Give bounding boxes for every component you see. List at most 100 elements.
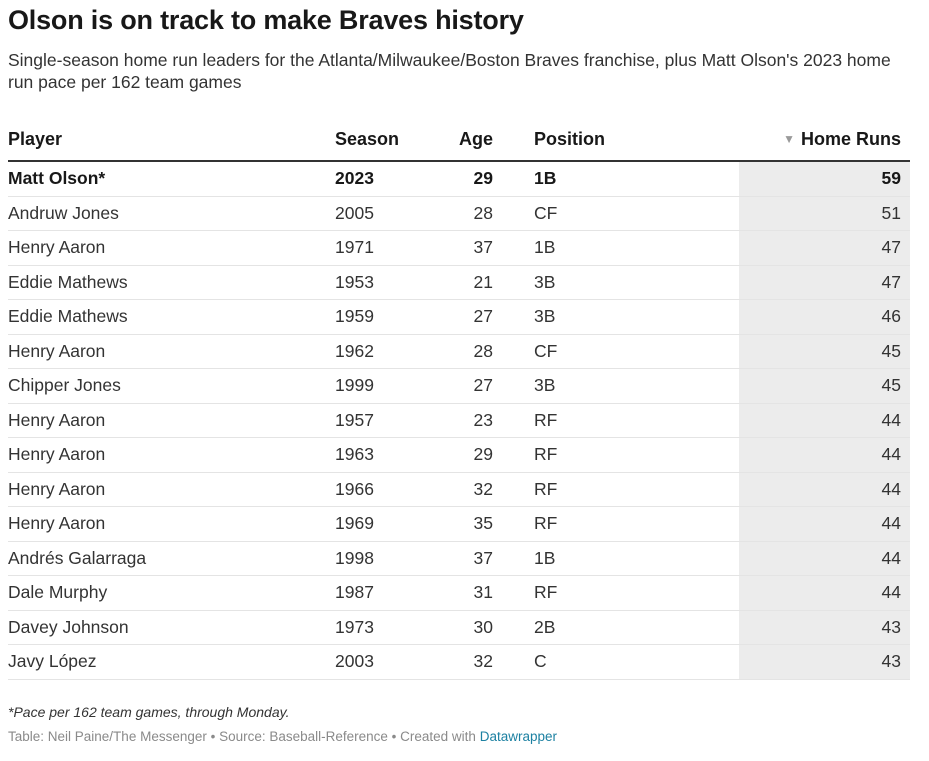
table-row: Henry Aaron 1966 32 RF 44 — [8, 472, 910, 507]
cell-age: 29 — [435, 437, 510, 473]
cell-season: 1966 — [335, 472, 435, 507]
cell-season: 1973 — [335, 610, 435, 645]
cell-age: 30 — [435, 610, 510, 645]
cell-season: 1971 — [335, 230, 435, 266]
table-row: Dale Murphy 1987 31 RF 44 — [8, 575, 910, 611]
cell-age: 37 — [435, 230, 510, 266]
table-row: Javy López 2003 32 C 43 — [8, 644, 910, 680]
cell-position: 3B — [510, 368, 739, 404]
cell-position: CF — [510, 334, 739, 369]
cell-player: Henry Aaron — [8, 403, 335, 438]
cell-player: Henry Aaron — [8, 230, 335, 266]
cell-player: Henry Aaron — [8, 437, 335, 473]
cell-age: 32 — [435, 472, 510, 507]
cell-age: 28 — [435, 196, 510, 231]
table-row: Eddie Mathews 1959 27 3B 46 — [8, 299, 910, 335]
cell-position: 2B — [510, 610, 739, 645]
cell-position: 3B — [510, 299, 739, 335]
table-row: Henry Aaron 1971 37 1B 47 — [8, 230, 910, 266]
cell-player: Dale Murphy — [8, 575, 335, 611]
table-row: Henry Aaron 1957 23 RF 44 — [8, 403, 910, 438]
column-header-position[interactable]: Position — [510, 118, 739, 162]
cell-position: 3B — [510, 265, 739, 300]
cell-player: Henry Aaron — [8, 334, 335, 369]
cell-position: RF — [510, 575, 739, 611]
cell-home-runs: 44 — [739, 575, 910, 611]
cell-season: 2023 — [335, 161, 435, 197]
cell-season: 1953 — [335, 265, 435, 300]
table-row: Henry Aaron 1963 29 RF 44 — [8, 437, 910, 473]
cell-home-runs: 45 — [739, 368, 910, 404]
cell-season: 1962 — [335, 334, 435, 369]
cell-season: 2003 — [335, 644, 435, 680]
cell-player: Matt Olson* — [8, 161, 335, 197]
cell-position: 1B — [510, 161, 739, 197]
cell-season: 2005 — [335, 196, 435, 231]
cell-home-runs: 44 — [739, 472, 910, 507]
cell-player: Henry Aaron — [8, 472, 335, 507]
column-header-age[interactable]: Age — [435, 118, 510, 162]
cell-player: Chipper Jones — [8, 368, 335, 404]
cell-season: 1998 — [335, 541, 435, 576]
table-row: Chipper Jones 1999 27 3B 45 — [8, 368, 910, 404]
cell-player: Eddie Mathews — [8, 265, 335, 300]
source-text: Table: Neil Paine/The Messenger • Source… — [8, 729, 480, 744]
table-row: Henry Aaron 1969 35 RF 44 — [8, 506, 910, 542]
footnote: *Pace per 162 team games, through Monday… — [8, 704, 290, 720]
table-header-row: Player Season Age Position ▼ Home Runs — [8, 118, 910, 162]
cell-player: Davey Johnson — [8, 610, 335, 645]
cell-home-runs: 43 — [739, 644, 910, 680]
cell-home-runs: 47 — [739, 265, 910, 300]
cell-age: 35 — [435, 506, 510, 542]
table-body: Matt Olson* 2023 29 1B 59 Andruw Jones 2005 28 C… — [8, 161, 910, 680]
cell-season: 1963 — [335, 437, 435, 473]
cell-home-runs: 46 — [739, 299, 910, 335]
cell-home-runs: 51 — [739, 196, 910, 231]
cell-season: 1959 — [335, 299, 435, 335]
chart-subtitle: Single-season home run leaders for the A… — [8, 50, 891, 92]
cell-season: 1969 — [335, 506, 435, 542]
cell-season: 1987 — [335, 575, 435, 611]
cell-age: 31 — [435, 575, 510, 611]
table-row: Matt Olson* 2023 29 1B 59 — [8, 161, 910, 197]
datawrapper-link[interactable]: Datawrapper — [479, 729, 557, 744]
column-header-home-runs-label: Home Runs — [800, 128, 901, 149]
cell-age: 27 — [435, 299, 510, 335]
cell-home-runs: 44 — [739, 506, 910, 542]
cell-home-runs: 43 — [739, 610, 910, 645]
cell-position: RF — [510, 472, 739, 507]
cell-season: 1957 — [335, 403, 435, 438]
cell-age: 21 — [435, 265, 510, 300]
column-header-player[interactable]: Player — [8, 118, 335, 162]
cell-home-runs: 59 — [739, 161, 910, 197]
column-header-home-runs[interactable]: ▼ Home Runs — [739, 118, 910, 162]
table-row: Eddie Mathews 1953 21 3B 47 — [8, 265, 910, 300]
table-row: Henry Aaron 1962 28 CF 45 — [8, 334, 910, 369]
cell-position: RF — [510, 506, 739, 542]
cell-position: RF — [510, 437, 739, 473]
cell-position: CF — [510, 196, 739, 231]
cell-home-runs: 44 — [739, 437, 910, 473]
column-header-season[interactable]: Season — [335, 118, 435, 162]
cell-player: Eddie Mathews — [8, 299, 335, 335]
cell-player: Andruw Jones — [8, 196, 335, 231]
source-line: Table: Neil Paine/The Messenger • Source… — [8, 729, 557, 744]
chart-title: Olson is on track to make Braves history — [8, 5, 524, 35]
cell-age: 27 — [435, 368, 510, 404]
cell-player: Henry Aaron — [8, 506, 335, 542]
cell-player: Andrés Galarraga — [8, 541, 335, 576]
table-row: Andruw Jones 2005 28 CF 51 — [8, 196, 910, 231]
cell-position: C — [510, 644, 739, 680]
cell-position: 1B — [510, 230, 739, 266]
sort-descending-icon[interactable]: ▼ — [783, 131, 795, 146]
cell-player: Javy López — [8, 644, 335, 680]
cell-age: 28 — [435, 334, 510, 369]
data-table: Player Season Age Position ▼ Home Runs Ma… — [8, 118, 910, 680]
cell-home-runs: 47 — [739, 230, 910, 266]
cell-season: 1999 — [335, 368, 435, 404]
cell-position: 1B — [510, 541, 739, 576]
cell-home-runs: 44 — [739, 541, 910, 576]
cell-age: 37 — [435, 541, 510, 576]
cell-age: 29 — [435, 161, 510, 197]
table-row: Andrés Galarraga 1998 37 1B 44 — [8, 541, 910, 576]
